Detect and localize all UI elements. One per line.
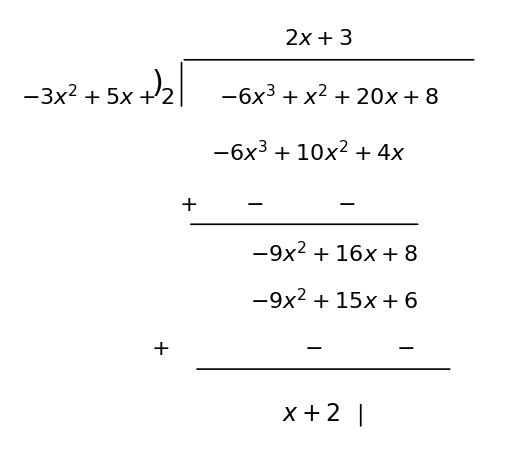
Text: $-6x^3+10x^2+4x$: $-6x^3+10x^2+4x$	[212, 141, 406, 166]
Text: $+\quad\quad\quad\quad\quad\quad-\quad\quad\quad-$: $+\quad\quad\quad\quad\quad\quad-\quad\q…	[151, 338, 415, 360]
Text: $-9x^2+15x+6$: $-9x^2+15x+6$	[250, 289, 418, 314]
Text: $-6x^3+x^2+20x+8$: $-6x^3+x^2+20x+8$	[219, 85, 439, 110]
Text: $2x + 3$: $2x + 3$	[284, 28, 353, 50]
Text: $+\quad\quad-\quad\quad\quad-$: $+\quad\quad-\quad\quad\quad-$	[180, 194, 357, 216]
Text: $x + 2$: $x + 2$	[282, 403, 340, 426]
Text: $)$: $)$	[152, 68, 163, 99]
Text: $-9x^2+16x+8$: $-9x^2+16x+8$	[250, 242, 418, 267]
Text: $-3x^2+5x+2$: $-3x^2+5x+2$	[21, 85, 174, 110]
Text: |: |	[356, 404, 363, 426]
